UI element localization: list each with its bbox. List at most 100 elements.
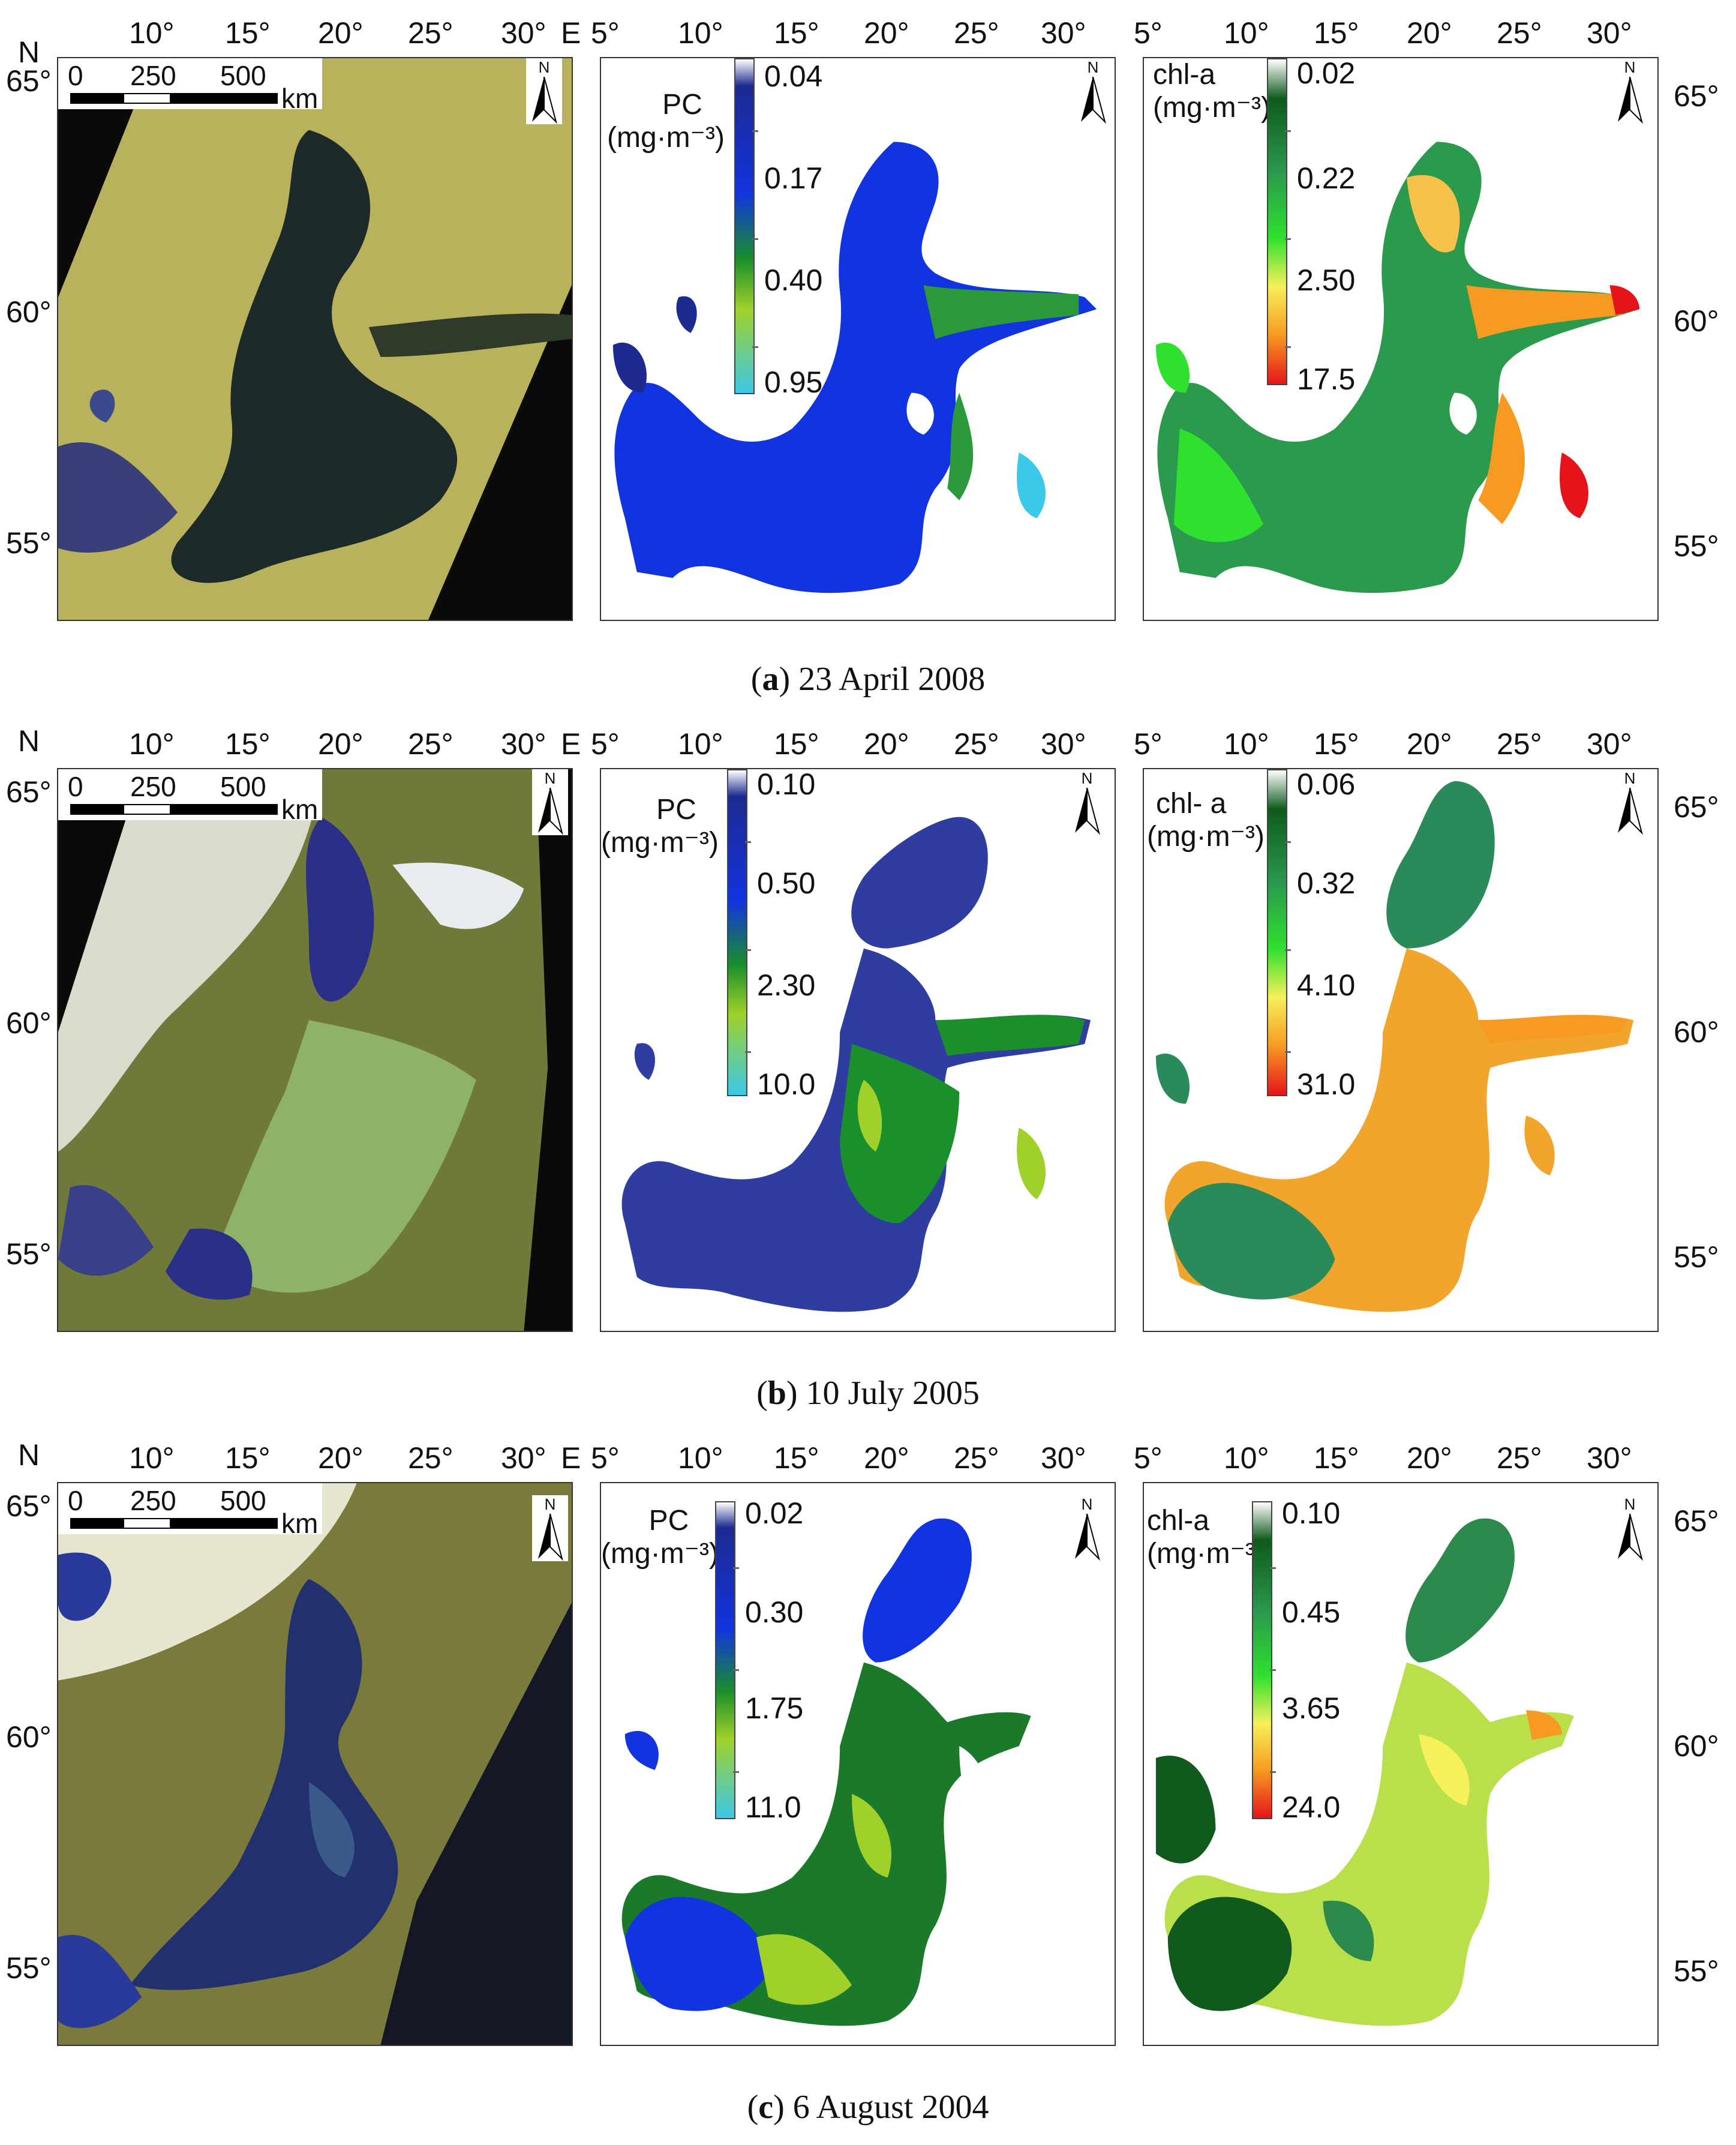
legend-tick xyxy=(752,238,758,240)
scale-segment xyxy=(170,804,278,815)
lon-label: 25° xyxy=(954,1441,999,1475)
north-arrow: N xyxy=(532,769,568,835)
satellite-image xyxy=(58,1483,572,2045)
pc-color-bar xyxy=(715,1501,735,1819)
north-arrow: N xyxy=(1612,58,1648,124)
pc-map-panel: PC (mg·m⁻³) 0.10 0.50 2.30 10.0 N xyxy=(600,768,1116,1332)
chl-color-bar xyxy=(1252,1501,1272,1819)
pc-legend-title-line1: PC xyxy=(662,89,702,121)
lon-label: 25° xyxy=(1497,1441,1542,1475)
pc-legend-title-line1: PC xyxy=(648,1505,689,1537)
corner-n-label: N xyxy=(18,1438,40,1472)
legend-tick xyxy=(752,346,758,348)
lon-label: 10° xyxy=(129,727,175,761)
chl-legend-value: 17.5 xyxy=(1297,362,1356,396)
north-arrow-icon xyxy=(1618,787,1643,835)
pc-legend-value: 0.10 xyxy=(757,768,816,801)
north-arrow-icon xyxy=(1075,787,1100,835)
lon-label: 15° xyxy=(774,727,819,761)
legend-tick xyxy=(1285,130,1291,132)
north-arrow: N xyxy=(1075,58,1111,124)
north-arrow-icon xyxy=(1081,76,1106,124)
lat-label: 65° xyxy=(1674,79,1719,113)
caption-text: 23 April 2008 xyxy=(798,661,986,698)
north-arrow: N xyxy=(526,58,562,124)
scale-segment xyxy=(170,1518,278,1529)
pc-legend-title-line2: (mg·m⁻³) xyxy=(607,122,725,154)
legend-tick xyxy=(745,841,751,843)
lon-label: 20° xyxy=(864,727,909,761)
pc-legend-title: PC (mg·m⁻³) xyxy=(601,1504,719,1570)
lon-label: 20° xyxy=(318,727,364,761)
north-arrow: N xyxy=(532,1495,568,1561)
pc-legend-value: 0.04 xyxy=(764,59,823,93)
lon-label: 30° xyxy=(1041,16,1086,50)
scale-label: 250 xyxy=(130,1485,176,1516)
chl-legend-title-line1: chl-a xyxy=(1153,59,1216,91)
corner-e-label: E xyxy=(561,1441,581,1475)
scale-unit: km xyxy=(281,83,319,114)
scale-bar: 0 250 500 km xyxy=(58,769,322,823)
lon-label: 30° xyxy=(1587,727,1632,761)
chl-legend-value: 0.22 xyxy=(1297,161,1356,195)
lon-label: 20° xyxy=(1407,16,1452,50)
scale-label: 250 xyxy=(130,60,176,91)
lon-label: 15° xyxy=(225,727,271,761)
chl-legend-title-line1: chl-a xyxy=(1147,1505,1210,1537)
chl-color-bar xyxy=(1267,769,1287,1096)
lon-label: 15° xyxy=(774,1441,819,1475)
lon-label: 30° xyxy=(501,727,546,761)
corner-e-label: E xyxy=(561,727,581,761)
scale-unit: km xyxy=(281,1508,319,1539)
lon-label: 30° xyxy=(1587,1441,1632,1475)
scale-segment xyxy=(170,93,278,104)
lon-label: 10° xyxy=(129,1441,175,1475)
row-b: N 10° 15° 20° 25° 30° E 5° 10° 15° 20° 2… xyxy=(0,714,1736,1416)
lon-label: 25° xyxy=(954,16,999,50)
lon-label: 20° xyxy=(1407,727,1452,761)
lat-label: 65° xyxy=(1674,1504,1719,1538)
lon-label: 10° xyxy=(1224,16,1269,50)
lon-label: 5° xyxy=(1134,16,1163,50)
corner-n-label: N xyxy=(18,35,40,69)
legend-tick xyxy=(1285,1051,1291,1053)
chl-legend-title: chl-a (mg·m⁻³) xyxy=(1153,58,1271,124)
legend-tick xyxy=(1270,1567,1276,1569)
lon-label: 25° xyxy=(954,727,999,761)
chl-color-bar xyxy=(1267,58,1287,385)
pc-legend-value: 1.75 xyxy=(745,1691,804,1725)
scale-bar: 0 250 500 km xyxy=(58,58,322,114)
legend-tick xyxy=(1270,1771,1276,1773)
lon-label: 20° xyxy=(864,1441,909,1475)
north-arrow-icon xyxy=(1075,1513,1100,1561)
caption-text: 10 July 2005 xyxy=(806,1375,980,1412)
pc-legend-value: 0.50 xyxy=(757,866,816,900)
lat-label: 65° xyxy=(6,64,52,98)
scale-label: 0 xyxy=(68,1485,83,1516)
chl-legend-title: chl- a (mg·m⁻³) xyxy=(1147,787,1265,853)
north-arrow: N xyxy=(1069,769,1105,835)
legend-tick xyxy=(1270,1669,1276,1671)
north-label: N xyxy=(1081,769,1093,787)
chl-legend-title: chl-a (mg·m⁻³) xyxy=(1147,1504,1265,1570)
lon-label: 15° xyxy=(1314,1441,1359,1475)
lon-label: 10° xyxy=(129,16,175,50)
lat-label: 55° xyxy=(1674,529,1719,563)
scale-label: 250 xyxy=(130,771,176,802)
chl-legend-value: 31.0 xyxy=(1297,1067,1356,1101)
scale-segment xyxy=(123,93,171,104)
lat-label: 60° xyxy=(1674,304,1719,338)
satellite-image xyxy=(58,769,572,1331)
lon-label: 25° xyxy=(408,16,453,50)
north-arrow-icon xyxy=(1618,76,1643,124)
lon-label: 15° xyxy=(225,1441,271,1475)
lat-label: 55° xyxy=(6,526,52,560)
pc-legend-title-line2: (mg·m⁻³) xyxy=(601,1538,719,1570)
north-label: N xyxy=(544,769,556,787)
pc-map xyxy=(612,142,1097,593)
lat-label: 60° xyxy=(6,1006,52,1040)
corner-n-label: N xyxy=(18,724,40,758)
scale-label: 500 xyxy=(220,771,266,802)
lon-label: 15° xyxy=(774,16,819,50)
scale-label: 500 xyxy=(220,60,266,91)
